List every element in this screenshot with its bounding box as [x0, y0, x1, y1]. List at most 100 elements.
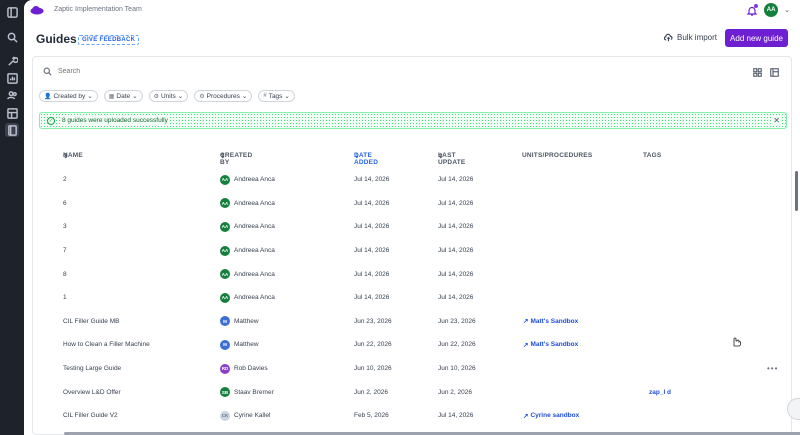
calendar-icon: ▦: [108, 93, 115, 100]
unit-link[interactable]: ↗ Matt's Sandbox: [523, 341, 579, 349]
chevron-down-icon: ⌄: [284, 93, 290, 100]
last-update: Jul 14, 2026: [438, 199, 474, 207]
notification-bell-icon[interactable]: [746, 4, 759, 16]
user-avatar[interactable]: AA: [764, 3, 779, 17]
filter-bar: 👤 Created by ⌄ ▦ Date ⌄ ⚙ Units ⌄ ⚙ Procedures ⌄…: [39, 90, 295, 102]
creator-name: Rob Davies: [234, 365, 268, 373]
horizontal-scrollbar[interactable]: [64, 432, 800, 435]
guide-name[interactable]: 2: [63, 176, 67, 184]
guide-name[interactable]: Overview L&D Offer: [63, 388, 121, 396]
table-row[interactable]: 6 AA Andreea Anca Jul 14, 2026 Jul 14, 2026: [33, 192, 778, 216]
table-icon[interactable]: [5, 106, 19, 120]
search-icon[interactable]: [5, 30, 19, 44]
table-row[interactable]: CIL Filler Guide MB M Matthew Jun 23, 2026 J…: [33, 310, 778, 334]
creator-cell: RD Rob Davies: [220, 357, 268, 381]
wrench-icon[interactable]: [5, 54, 19, 68]
date-added: Jun 10, 2026: [354, 365, 392, 373]
date-added: Jul 14, 2026: [354, 199, 390, 207]
bulk-import-button[interactable]: Bulk import: [664, 33, 717, 42]
guide-name[interactable]: 7: [63, 247, 67, 255]
avatar: AA: [220, 245, 230, 256]
search-bar[interactable]: [43, 67, 208, 76]
last-update: Jul 14, 2026: [438, 247, 474, 255]
chevron-down-icon[interactable]: ⌄: [784, 7, 790, 14]
notification-dot: [754, 4, 759, 8]
upload-cloud-icon: [664, 33, 673, 42]
unit-link[interactable]: ↗ Matt's Sandbox: [523, 317, 579, 326]
filter-procedures[interactable]: ⚙ Procedures ⌄: [194, 90, 253, 102]
person-icon: 👤: [44, 93, 52, 100]
table-row[interactable]: Testing Large Guide RD Rob Davies Jun 10, 2…: [33, 357, 778, 381]
date-added: Feb 5, 2026: [354, 412, 389, 420]
guide-name[interactable]: How to Clean a Filler Machine: [63, 341, 150, 349]
success-banner: ✓ 8 guides were uploaded successfully ✕: [39, 112, 787, 129]
date-added: Jul 14, 2026: [354, 223, 390, 231]
add-new-guide-button[interactable]: Add new guide: [725, 29, 788, 47]
sort-icon: ⇕: [438, 153, 444, 160]
give-feedback-button[interactable]: GIVE FEEDBACK: [78, 35, 140, 45]
hash-icon: #: [263, 93, 267, 99]
page-header: Guides GIVE FEEDBACK Bulk import Add new…: [24, 24, 800, 54]
creator-name: Matthew: [234, 341, 259, 349]
creator-cell: M Matthew: [220, 333, 259, 357]
date-added: Jul 14, 2026: [354, 294, 390, 302]
last-update: Jul 14, 2026: [438, 176, 474, 184]
chart-icon[interactable]: [5, 71, 19, 85]
unit-link[interactable]: ↗ Cyrine sandbox: [523, 412, 580, 420]
avatar: M: [220, 339, 230, 350]
topbar: Zaptic Implementation Team AA ⌄: [24, 0, 800, 22]
app-main: Zaptic Implementation Team AA ⌄ Guides G…: [24, 0, 800, 435]
vertical-scrollbar[interactable]: [795, 171, 798, 211]
guide-name[interactable]: 8: [63, 270, 67, 278]
org-name[interactable]: Zaptic Implementation Team: [54, 6, 142, 13]
creator-name: Andreea Anca: [234, 247, 275, 255]
table-row[interactable]: 7 AA Andreea Anca Jul 14, 2026 Jul 14, 2026: [33, 239, 778, 263]
table-row[interactable]: Overview L&D Offer SB Staav Bremer Jun 2, 2…: [33, 380, 778, 404]
table-row[interactable]: 2 AA Andreea Anca Jul 14, 2026 Jul 14, 2026: [33, 168, 778, 192]
sidebar-toggle-icon[interactable]: [5, 5, 19, 19]
guide-name[interactable]: 6: [63, 199, 67, 207]
last-update: Jul 14, 2026: [438, 412, 474, 420]
table-row[interactable]: How to Clean a Filler Machine M Matthew Jun…: [33, 333, 778, 357]
last-update: Jul 14, 2026: [438, 223, 474, 231]
left-rail: [0, 0, 24, 435]
chevron-down-icon: ⌄: [177, 93, 184, 100]
table-row[interactable]: 8 AA Andreea Anca Jul 14, 2026 Jul 14, 2026: [33, 262, 778, 286]
creator-name: Andreea Anca: [234, 270, 275, 278]
users-icon[interactable]: [5, 88, 19, 102]
avatar: RD: [220, 363, 230, 374]
guide-name[interactable]: CIL Filler Guide MB: [63, 317, 120, 325]
filter-tags[interactable]: # Tags ⌄: [258, 90, 295, 102]
guide-name[interactable]: Testing Large Guide: [63, 365, 122, 373]
date-added: Jun 22, 2026: [354, 341, 392, 349]
guide-name[interactable]: CIL Filler Guide V2: [63, 412, 118, 420]
creator-name: Andreea Anca: [234, 199, 275, 207]
creator-cell: AA Andreea Anca: [220, 239, 275, 263]
column-units-procedures: UNITS/PROCEDURES: [522, 152, 593, 159]
table-row[interactable]: CIL Filler Guide V2 CK Cyrine Kallel Feb 5,…: [33, 404, 778, 428]
hand-cursor-icon: [733, 337, 741, 347]
last-update: Jul 14, 2026: [438, 270, 474, 278]
link-icon: ↗: [523, 318, 529, 326]
avatar: AA: [220, 292, 230, 303]
avatar: AA: [220, 198, 230, 209]
creator-cell: SB Staav Bremer: [220, 380, 274, 404]
creator-cell: M Matthew: [220, 310, 259, 334]
filter-created-by[interactable]: 👤 Created by ⌄: [39, 90, 98, 102]
tag-label[interactable]: zap_l d: [649, 388, 672, 396]
guides-book-icon[interactable]: [5, 123, 19, 137]
guide-name[interactable]: 1: [63, 294, 67, 302]
table-row[interactable]: 1 AA Andreea Anca Jul 14, 2026 Jul 14, 2026: [33, 286, 778, 310]
close-icon[interactable]: ✕: [773, 116, 780, 125]
table-row[interactable]: 3 AA Andreea Anca Jul 14, 2026 Jul 14, 2026: [33, 215, 778, 239]
last-update: Jul 14, 2026: [438, 294, 474, 302]
filter-units[interactable]: ⚙ Units ⌄: [148, 90, 189, 102]
guide-name[interactable]: 3: [63, 223, 67, 231]
grid-view-icon[interactable]: [753, 68, 762, 77]
creator-name: Staav Bremer: [234, 388, 274, 396]
search-input[interactable]: [58, 68, 208, 75]
creator-name: Matthew: [234, 317, 259, 325]
list-view-icon[interactable]: [770, 68, 779, 77]
filter-date[interactable]: ▦ Date ⌄: [103, 90, 143, 102]
more-options-icon[interactable]: •••: [767, 364, 779, 374]
